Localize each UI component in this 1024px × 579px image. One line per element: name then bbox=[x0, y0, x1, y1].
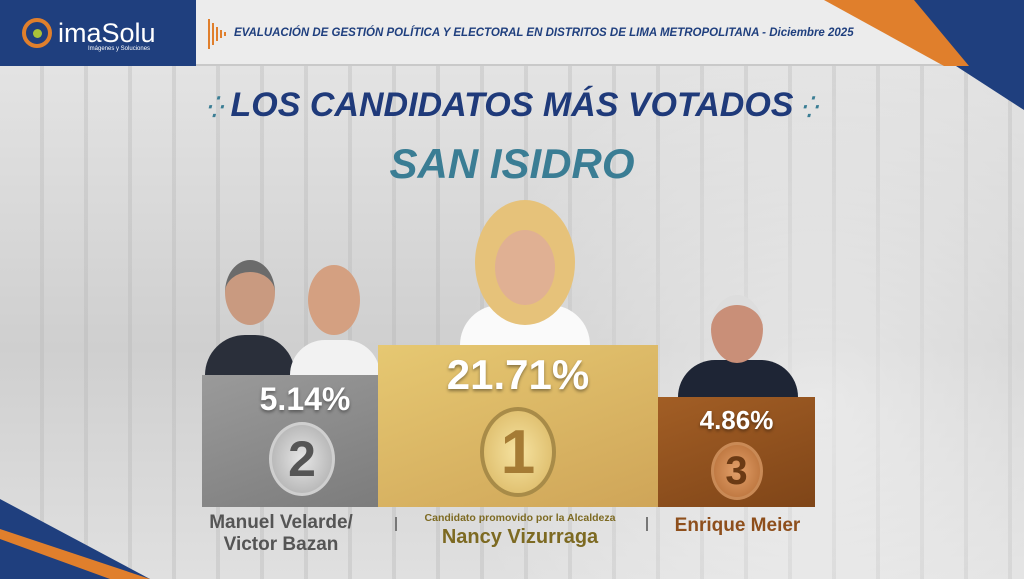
name-line: Nancy Vizurraga bbox=[441, 526, 599, 548]
name-line: Victor Bazan bbox=[223, 534, 339, 555]
candidate-photo-meier bbox=[678, 295, 798, 397]
name-line: Enrique Meier bbox=[674, 515, 801, 536]
podium-second: 5.14% 2 bbox=[202, 375, 378, 507]
brand-name: imaSolu bbox=[58, 17, 156, 48]
candidate-note: Candidato promovido por la Alcaldeza bbox=[424, 512, 616, 524]
brand-logo: imaSolu Imágenes y Soluciones bbox=[0, 0, 196, 66]
divider bbox=[646, 517, 648, 531]
candidate-name-first: Candidato promovido por la Alcaldeza Nan… bbox=[405, 512, 635, 549]
page-title: ⁛ LOS CANDIDATOS MÁS VOTADOS ⁛ bbox=[206, 86, 818, 124]
podium-third: 4.86% 3 bbox=[658, 397, 815, 507]
corner-decoration-bottom bbox=[0, 499, 150, 579]
brand-tagline: Imágenes y Soluciones bbox=[88, 46, 151, 52]
candidate-photo-vizurraga bbox=[440, 200, 610, 345]
corner-decoration bbox=[824, 0, 1024, 110]
candidate-name-second: Manuel Velarde/ Victor Bazan bbox=[196, 512, 366, 556]
rank-medal-1: 1 bbox=[480, 407, 556, 497]
percent-third: 4.86% bbox=[699, 405, 774, 435]
percent-first: 21.71% bbox=[446, 351, 590, 398]
logo-icon bbox=[22, 18, 52, 48]
percent-second: 5.14% bbox=[259, 381, 351, 417]
soundwave-icon bbox=[208, 18, 226, 50]
header-title: EVALUACIÓN DE GESTIÓN POLÍTICA Y ELECTOR… bbox=[234, 27, 854, 39]
candidate-photo-velarde bbox=[205, 255, 295, 375]
rank-medal-2: 2 bbox=[269, 422, 335, 496]
title-text: LOS CANDIDATOS MÁS VOTADOS bbox=[230, 86, 794, 124]
candidate-name-third: Enrique Meier bbox=[660, 515, 815, 537]
divider bbox=[395, 517, 397, 531]
name-line: Manuel Velarde/ bbox=[209, 512, 353, 533]
district-title: SAN ISIDRO bbox=[389, 140, 635, 187]
rank-medal-3: 3 bbox=[710, 442, 763, 500]
podium-first: 21.71% 1 bbox=[378, 345, 658, 507]
candidate-photo-bazan bbox=[290, 265, 380, 375]
